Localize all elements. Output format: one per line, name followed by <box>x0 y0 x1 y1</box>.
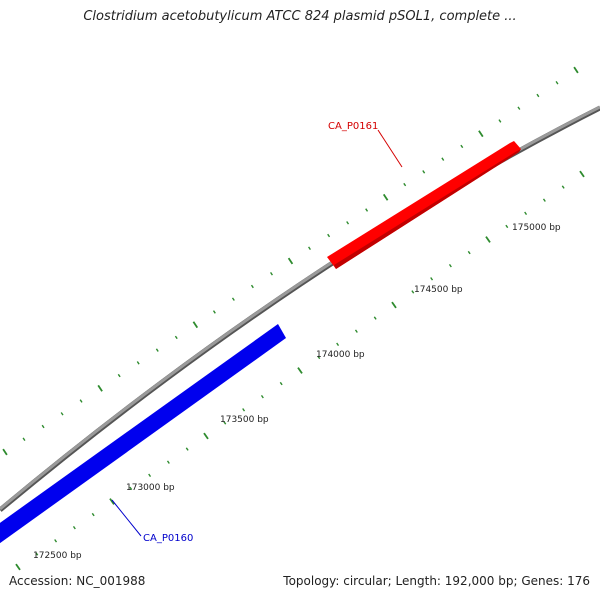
inner-tick <box>579 170 585 178</box>
outer-tick <box>555 81 559 85</box>
outer-tick <box>117 373 121 378</box>
inner-tick <box>336 342 340 346</box>
inner-tick <box>91 512 95 517</box>
outer-tick <box>346 221 350 225</box>
gene-ca-p0161-shade <box>334 149 521 269</box>
inner-tick <box>467 250 471 255</box>
outer-tick <box>308 246 311 250</box>
scale-label-174500: 174500 bp <box>414 285 463 295</box>
outer-tick <box>422 170 426 174</box>
outer-tick <box>22 437 26 441</box>
outer-tick <box>478 130 484 138</box>
outer-tick <box>365 208 369 212</box>
map-title: Clostridium acetobutylicum ATCC 824 plas… <box>83 9 517 24</box>
inner-tick <box>411 290 415 294</box>
inner-tick <box>354 329 358 333</box>
accession-text: Accession: NC_001988 <box>9 574 146 588</box>
inner-tick <box>54 539 58 543</box>
gene-ca-p0160[interactable] <box>0 324 286 546</box>
inner-tick <box>524 211 528 215</box>
leader-line-ca-p0161 <box>377 129 403 168</box>
inner-tick <box>373 316 377 320</box>
outer-tick <box>79 399 83 403</box>
outer-tick <box>60 412 64 416</box>
inner-tick <box>485 236 491 243</box>
outer-tick <box>441 157 445 161</box>
inner-tick <box>297 367 303 374</box>
gene-ca-p0161[interactable] <box>327 141 521 269</box>
outer-tick <box>231 297 235 301</box>
inner-tick <box>35 552 39 556</box>
scale-label-174000: 174000 bp <box>316 350 365 360</box>
inner-tick <box>505 224 509 229</box>
summary-text: Topology: circular; Length: 192,000 bp; … <box>283 574 590 588</box>
outer-tick <box>270 272 273 276</box>
outer-tick <box>327 233 331 238</box>
plasmid-backbone <box>0 105 600 511</box>
outer-tick <box>192 321 199 329</box>
inner-tick <box>129 486 133 491</box>
outer-tick <box>382 193 389 201</box>
gene-label-ca-p0161: CA_P0161 <box>328 121 378 132</box>
outer-tick <box>41 424 45 429</box>
scale-label-175000: 175000 bp <box>512 223 561 233</box>
inner-tick <box>148 473 152 477</box>
outer-tick <box>460 144 464 149</box>
outer-tick <box>212 310 216 314</box>
inner-tick <box>279 381 283 386</box>
inner-tick <box>317 355 321 360</box>
inner-tick <box>72 526 76 530</box>
outer-tick <box>155 348 159 352</box>
outer-tick-ring <box>2 66 579 456</box>
inner-tick <box>166 460 170 464</box>
inner-tick <box>109 498 115 505</box>
inner-tick <box>430 277 434 281</box>
scale-label-173500: 173500 bp <box>220 415 269 425</box>
outer-tick <box>517 106 521 110</box>
inner-tick <box>542 198 546 202</box>
backbone-shadow <box>0 105 600 512</box>
outer-tick <box>573 66 579 74</box>
inner-tick <box>223 421 227 425</box>
scale-label-172500: 172500 bp <box>33 551 82 561</box>
outer-tick <box>97 384 103 392</box>
outer-tick <box>174 335 178 340</box>
outer-tick <box>250 284 254 289</box>
outer-tick <box>498 119 502 123</box>
leader-line-ca-p0160 <box>111 499 142 537</box>
outer-tick <box>2 448 8 456</box>
inner-tick <box>260 395 264 399</box>
inner-tick <box>242 408 246 412</box>
inner-tick-ring <box>15 170 585 571</box>
outer-tick <box>536 93 540 98</box>
outer-tick <box>287 257 294 265</box>
inner-tick <box>185 447 189 451</box>
inner-tick <box>448 264 452 268</box>
outer-tick <box>403 182 407 187</box>
inner-tick <box>391 301 397 309</box>
scale-label-173000: 173000 bp <box>126 483 175 493</box>
inner-tick <box>15 563 21 571</box>
inner-tick <box>561 185 565 189</box>
gene-label-ca-p0160: CA_P0160 <box>143 533 193 544</box>
outer-tick <box>136 361 140 365</box>
inner-tick <box>203 432 209 440</box>
